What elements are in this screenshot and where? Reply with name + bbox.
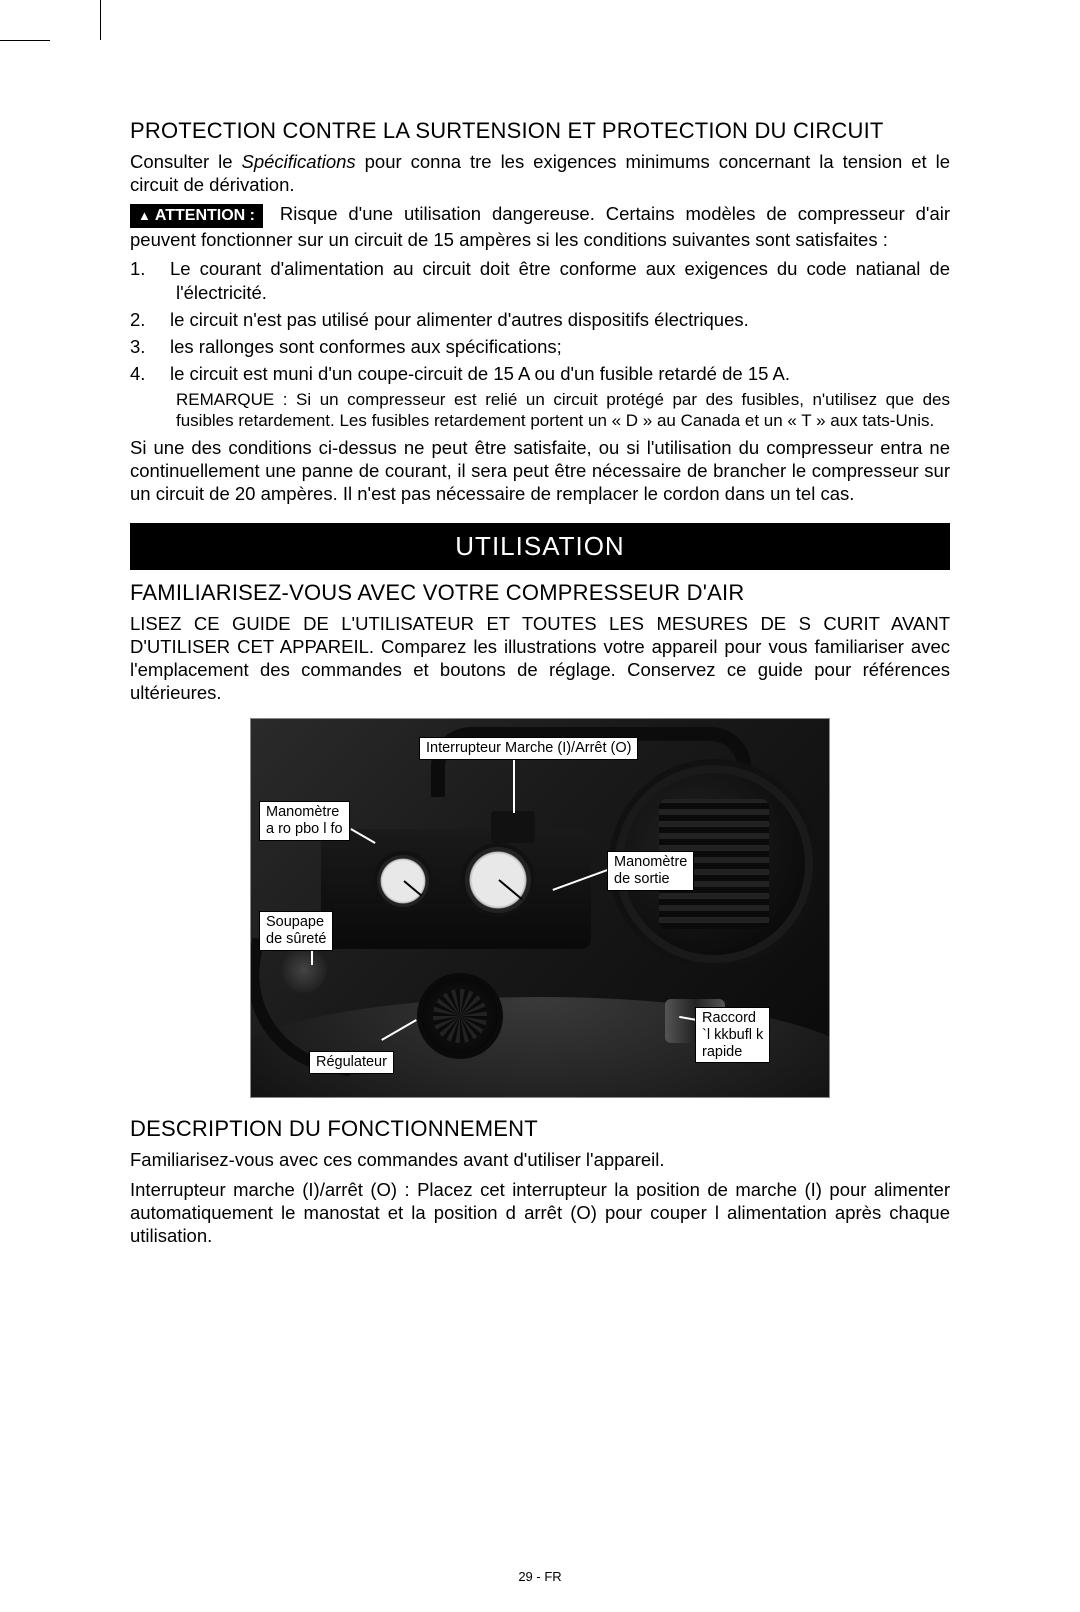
list-text: les rallonges sont conformes aux spécifi…: [170, 336, 562, 357]
section-banner-utilisation: UTILISATION: [130, 523, 950, 570]
list-number: 1.: [130, 257, 170, 280]
regulator-shape: [421, 977, 499, 1055]
list-item: 2.le circuit n'est pas utilisé pour alim…: [130, 308, 950, 331]
outlet-gauge-shape: [461, 843, 535, 917]
heading-description: DESCRIPTION DU FONCTIONNEMENT: [130, 1116, 950, 1142]
arrow-line: [513, 759, 515, 813]
tank-gauge-shape: [373, 851, 433, 911]
warning-triangle-icon: ▲: [138, 208, 151, 224]
familiarisez-paragraph: LISEZ CE GUIDE DE L'UTILISATEUR ET TOUTE…: [130, 612, 950, 705]
conditions-list: 1.Le courant d'alimentation au circuit d…: [130, 257, 950, 385]
closing-paragraph: Si une des conditions ci-dessus ne peut …: [130, 436, 950, 505]
switch-shape: [491, 811, 535, 843]
list-item: 4.le circuit est muni d'un coupe-circuit…: [130, 362, 950, 385]
callout-safety-valve: Soupape de sûreté: [259, 911, 333, 950]
callout-switch: Interrupteur Marche (I)/Arrêt (O): [419, 737, 638, 760]
list-text: Le courant d'alimentation au circuit doi…: [170, 258, 950, 302]
crop-mark-vertical: [100, 0, 101, 40]
figure-container: Interrupteur Marche (I)/Arrêt (O) Manomè…: [130, 718, 950, 1098]
compressor-figure: Interrupteur Marche (I)/Arrêt (O) Manomè…: [250, 718, 830, 1098]
callout-line: Manomètre: [614, 854, 687, 870]
desc-p1: Familiarisez-vous avec ces commandes ava…: [130, 1148, 950, 1171]
arrow-line: [311, 951, 313, 965]
list-item: 3.les rallonges sont conformes aux spéci…: [130, 335, 950, 358]
list-number: 2.: [130, 308, 170, 331]
figure-body: Interrupteur Marche (I)/Arrêt (O) Manomè…: [251, 719, 829, 1097]
callout-line: a ro pbo l fo: [266, 821, 343, 837]
callout-coupler: Raccord `l kkbufl k rapide: [695, 1007, 770, 1063]
warning-paragraph: ▲ATTENTION : Risque d'une utilisation da…: [130, 202, 950, 251]
intro-italic: Spécifications: [242, 151, 356, 172]
list-subnote: REMARQUE : Si un compresseur est relié u…: [130, 389, 950, 432]
list-number: 3.: [130, 335, 170, 358]
callout-line: rapide: [702, 1044, 742, 1060]
attention-badge: ▲ATTENTION :: [130, 204, 263, 228]
list-text: le circuit n'est pas utilisé pour alimen…: [170, 309, 749, 330]
callout-tank-gauge: Manomètre a ro pbo l fo: [259, 801, 350, 840]
callout-outlet-gauge: Manomètre de sortie: [607, 851, 694, 890]
callout-line: de sûreté: [266, 931, 326, 947]
attention-label: ATTENTION :: [155, 207, 255, 224]
callout-line: `l kkbufl k: [702, 1027, 763, 1043]
callout-regulator: Régulateur: [309, 1051, 394, 1074]
intro-paragraph: Consulter le Spécifications pour conna t…: [130, 150, 950, 196]
list-item: 1.Le courant d'alimentation au circuit d…: [130, 257, 950, 303]
callout-line: Manomètre: [266, 804, 339, 820]
callout-line: de sortie: [614, 871, 670, 887]
panel-shape: [321, 829, 591, 949]
heading-protection: PROTECTION CONTRE LA SURTENSION ET PROTE…: [130, 118, 950, 144]
intro-pre: Consulter le: [130, 151, 242, 172]
desc-p2: Interrupteur marche (I)/arrêt (O) : Plac…: [130, 1178, 950, 1247]
crop-mark-horizontal: [0, 40, 50, 41]
callout-line: Raccord: [702, 1010, 756, 1026]
list-number: 4.: [130, 362, 170, 385]
heading-familiarisez: FAMILIARISEZ-VOUS AVEC VOTRE COMPRESSEUR…: [130, 580, 950, 606]
callout-line: Soupape: [266, 914, 324, 930]
list-text: le circuit est muni d'un coupe-circuit d…: [170, 363, 790, 384]
page-number: 29 - FR: [0, 1569, 1080, 1584]
